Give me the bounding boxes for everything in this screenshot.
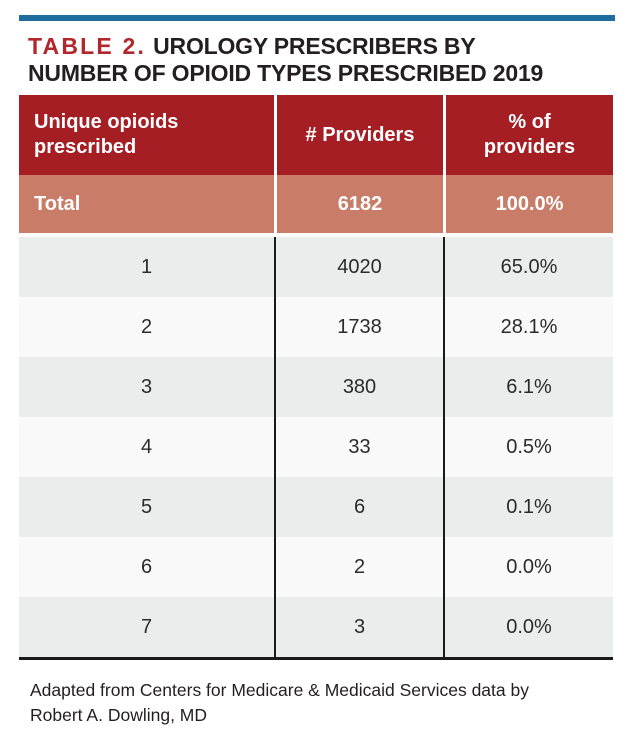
cell-providers: 6 (274, 477, 443, 537)
cell-opioids: 1 (19, 237, 274, 297)
table-row: 1 4020 65.0% (19, 237, 613, 297)
cell-pct: 0.5% (443, 417, 613, 477)
table-total-row: Total 6182 100.0% (19, 175, 613, 233)
total-providers: 6182 (274, 175, 443, 233)
header-label-pct: % of providers (483, 111, 576, 158)
title-text-1: UROLOGY PRESCRIBERS BY (153, 33, 476, 59)
cell-providers: 33 (274, 417, 443, 477)
page-title: TABLE 2. UROLOGY PRESCRIBERS BY NUMBER OF… (28, 33, 613, 87)
footnote: Adapted from Centers for Medicare & Medi… (30, 678, 608, 728)
table-row: 4 33 0.5% (19, 417, 613, 477)
cell-pct: 0.0% (443, 597, 613, 657)
row-separator (19, 233, 613, 237)
cell-opioids: 4 (19, 417, 274, 477)
table-bottom-border (19, 657, 613, 660)
cell-pct: 6.1% (443, 357, 613, 417)
cell-opioids: 2 (19, 297, 274, 357)
header-cell-unique-opioids: Unique opioids prescribed (19, 95, 274, 175)
accent-bar (19, 15, 615, 21)
data-table: Unique opioids prescribed # Providers % … (19, 95, 613, 660)
header-cell-pct: % of providers (443, 95, 613, 175)
footnote-line-1: Adapted from Centers for Medicare & Medi… (30, 680, 529, 700)
table-row: 7 3 0.0% (19, 597, 613, 657)
header-label-unique-opioids: Unique opioids prescribed (34, 111, 179, 158)
cell-opioids: 3 (19, 357, 274, 417)
cell-opioids: 5 (19, 477, 274, 537)
cell-providers: 2 (274, 537, 443, 597)
cell-opioids: 6 (19, 537, 274, 597)
cell-pct: 65.0% (443, 237, 613, 297)
title-line-1: TABLE 2. UROLOGY PRESCRIBERS BY (28, 33, 613, 60)
total-label: Total (19, 175, 274, 233)
cell-pct: 28.1% (443, 297, 613, 357)
table-row: 6 2 0.0% (19, 537, 613, 597)
cell-providers: 1738 (274, 297, 443, 357)
cell-pct: 0.0% (443, 537, 613, 597)
cell-providers: 380 (274, 357, 443, 417)
header-cell-providers: # Providers (274, 95, 443, 175)
title-line-2: NUMBER OF OPIOID TYPES PRESCRIBED 2019 (28, 60, 544, 86)
table-row: 2 1738 28.1% (19, 297, 613, 357)
cell-providers: 4020 (274, 237, 443, 297)
cell-opioids: 7 (19, 597, 274, 657)
footnote-line-2: Robert A. Dowling, MD (30, 705, 208, 725)
table-header-row: Unique opioids prescribed # Providers % … (19, 95, 613, 175)
cell-pct: 0.1% (443, 477, 613, 537)
total-pct: 100.0% (443, 175, 613, 233)
table-number-label: TABLE 2. (28, 33, 147, 59)
cell-providers: 3 (274, 597, 443, 657)
table-row: 3 380 6.1% (19, 357, 613, 417)
table-row: 5 6 0.1% (19, 477, 613, 537)
